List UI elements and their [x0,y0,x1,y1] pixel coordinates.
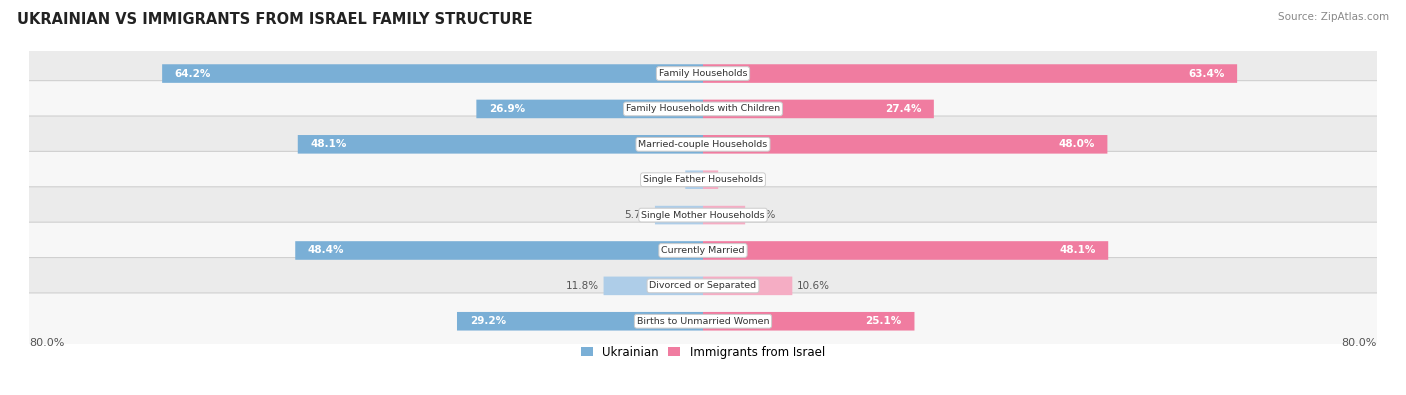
Text: Source: ZipAtlas.com: Source: ZipAtlas.com [1278,12,1389,22]
Text: 80.0%: 80.0% [30,338,65,348]
FancyBboxPatch shape [295,241,703,260]
Text: Family Households: Family Households [659,69,747,78]
Text: 63.4%: 63.4% [1188,69,1225,79]
Text: 27.4%: 27.4% [884,104,921,114]
Text: Single Father Households: Single Father Households [643,175,763,184]
FancyBboxPatch shape [703,312,914,331]
FancyBboxPatch shape [477,100,703,118]
FancyBboxPatch shape [22,258,1384,314]
Text: 2.1%: 2.1% [655,175,681,185]
Text: 80.0%: 80.0% [1341,338,1376,348]
FancyBboxPatch shape [655,206,703,224]
Text: Currently Married: Currently Married [661,246,745,255]
Text: 5.7%: 5.7% [624,210,651,220]
Text: Divorced or Separated: Divorced or Separated [650,281,756,290]
FancyBboxPatch shape [703,241,1108,260]
FancyBboxPatch shape [298,135,703,154]
FancyBboxPatch shape [22,81,1384,137]
FancyBboxPatch shape [703,206,745,224]
Text: 48.0%: 48.0% [1059,139,1095,149]
Text: 48.4%: 48.4% [308,245,344,256]
Text: Births to Unmarried Women: Births to Unmarried Women [637,317,769,326]
FancyBboxPatch shape [22,293,1384,350]
Text: 5.0%: 5.0% [749,210,776,220]
FancyBboxPatch shape [22,187,1384,243]
Text: 48.1%: 48.1% [311,139,347,149]
Text: 48.1%: 48.1% [1059,245,1095,256]
FancyBboxPatch shape [22,222,1384,279]
FancyBboxPatch shape [603,276,703,295]
FancyBboxPatch shape [685,170,703,189]
Text: 10.6%: 10.6% [797,281,830,291]
Text: 1.8%: 1.8% [723,175,749,185]
FancyBboxPatch shape [162,64,703,83]
FancyBboxPatch shape [22,116,1384,173]
Legend: Ukrainian, Immigrants from Israel: Ukrainian, Immigrants from Israel [576,341,830,363]
Text: 64.2%: 64.2% [174,69,211,79]
Text: 26.9%: 26.9% [489,104,526,114]
Text: Family Households with Children: Family Households with Children [626,104,780,113]
FancyBboxPatch shape [703,170,718,189]
Text: UKRAINIAN VS IMMIGRANTS FROM ISRAEL FAMILY STRUCTURE: UKRAINIAN VS IMMIGRANTS FROM ISRAEL FAMI… [17,12,533,27]
FancyBboxPatch shape [703,276,793,295]
Text: Married-couple Households: Married-couple Households [638,140,768,149]
Text: 25.1%: 25.1% [866,316,901,326]
FancyBboxPatch shape [22,45,1384,102]
FancyBboxPatch shape [457,312,703,331]
FancyBboxPatch shape [703,135,1108,154]
Text: 11.8%: 11.8% [567,281,599,291]
FancyBboxPatch shape [703,64,1237,83]
Text: 29.2%: 29.2% [470,316,506,326]
FancyBboxPatch shape [22,151,1384,208]
Text: Single Mother Households: Single Mother Households [641,211,765,220]
FancyBboxPatch shape [703,100,934,118]
